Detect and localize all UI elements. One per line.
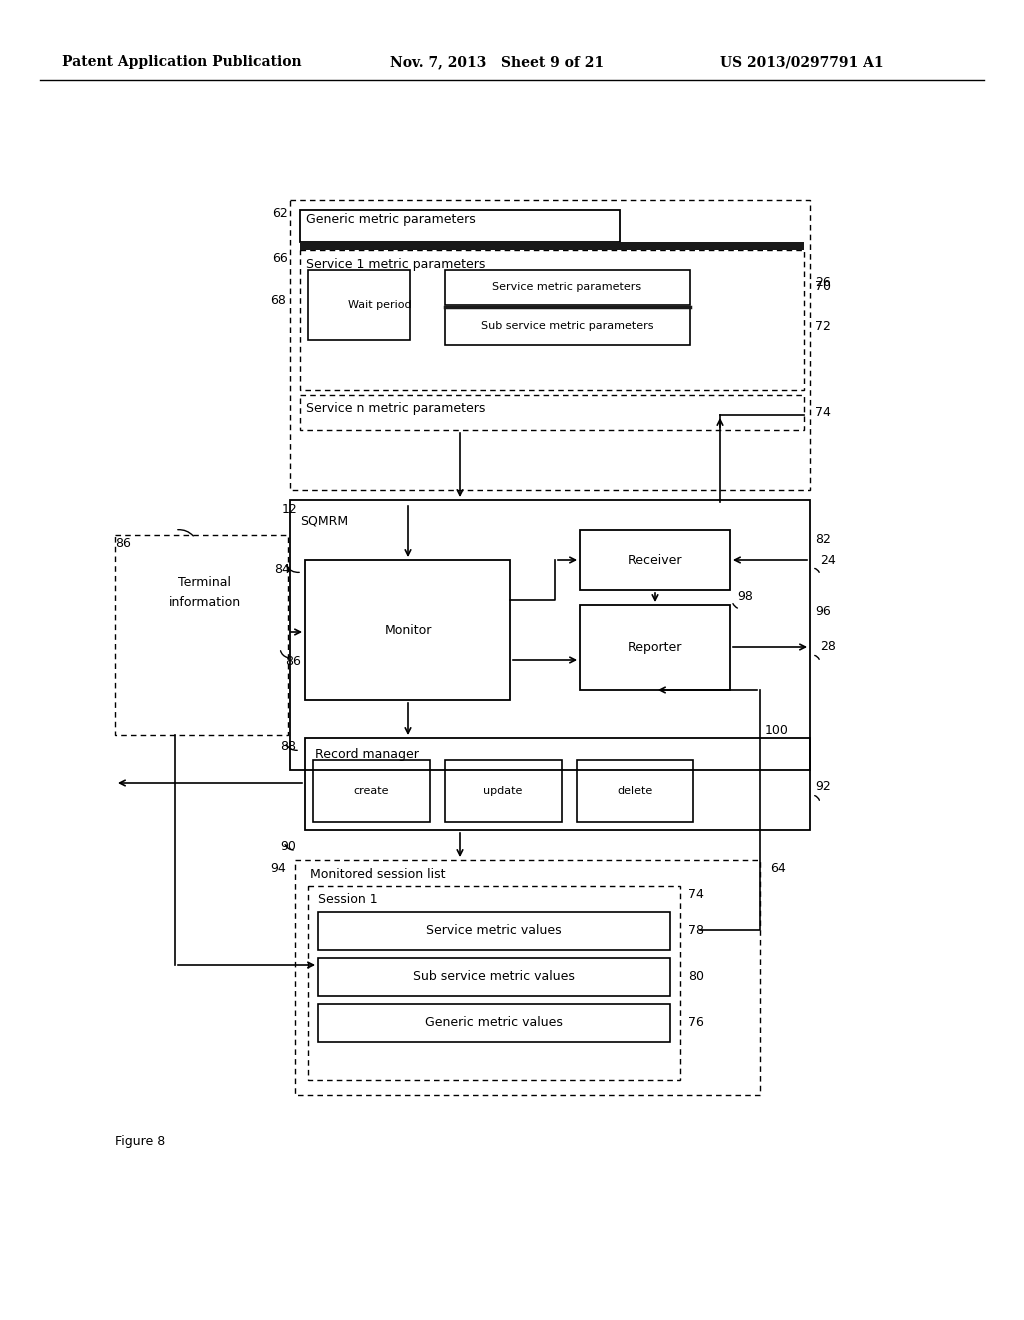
Text: 66: 66 — [272, 252, 288, 265]
Text: Terminal: Terminal — [178, 576, 231, 589]
Text: Patent Application Publication: Patent Application Publication — [62, 55, 302, 69]
Text: 70: 70 — [815, 281, 831, 293]
Text: information: information — [169, 595, 241, 609]
Text: US 2013/0297791 A1: US 2013/0297791 A1 — [720, 55, 884, 69]
Bar — [300, 210, 620, 242]
Text: 64: 64 — [770, 862, 785, 875]
Text: 74: 74 — [688, 888, 703, 902]
Text: 28: 28 — [820, 640, 836, 653]
Text: Service n metric parameters: Service n metric parameters — [306, 403, 485, 414]
Text: Generic metric parameters: Generic metric parameters — [306, 213, 476, 226]
Text: 62: 62 — [272, 207, 288, 220]
Bar — [300, 242, 804, 249]
Bar — [290, 500, 810, 770]
Text: create: create — [353, 785, 389, 796]
Text: Wait period: Wait period — [348, 300, 412, 310]
Bar — [313, 760, 430, 822]
Text: 82: 82 — [815, 533, 830, 546]
Text: Figure 8: Figure 8 — [115, 1135, 165, 1148]
Text: 86: 86 — [285, 655, 301, 668]
Bar — [445, 760, 562, 822]
Text: 92: 92 — [815, 780, 830, 793]
Text: Receiver: Receiver — [628, 553, 682, 566]
Text: 86: 86 — [115, 537, 131, 550]
Bar — [318, 1005, 670, 1041]
Text: 88: 88 — [280, 741, 296, 752]
Text: Reporter: Reporter — [628, 640, 682, 653]
Text: 76: 76 — [688, 1015, 703, 1028]
Text: 26: 26 — [815, 276, 830, 289]
Text: Service 1 metric parameters: Service 1 metric parameters — [306, 257, 485, 271]
Text: 68: 68 — [270, 293, 286, 306]
Text: Sub service metric parameters: Sub service metric parameters — [480, 321, 653, 331]
Text: 74: 74 — [815, 405, 830, 418]
Bar — [318, 958, 670, 997]
Text: 12: 12 — [282, 503, 298, 516]
Text: 24: 24 — [820, 553, 836, 566]
Text: Service metric values: Service metric values — [426, 924, 562, 937]
Bar — [577, 760, 693, 822]
Text: Session 1: Session 1 — [318, 894, 378, 906]
Text: 72: 72 — [815, 319, 830, 333]
Text: update: update — [483, 785, 522, 796]
Bar — [580, 605, 730, 690]
Text: Generic metric values: Generic metric values — [425, 1016, 563, 1030]
Bar — [308, 271, 410, 341]
Text: 98: 98 — [737, 590, 753, 603]
Text: Monitor: Monitor — [384, 623, 432, 636]
Text: 96: 96 — [815, 605, 830, 618]
Bar — [305, 738, 810, 830]
Bar — [318, 912, 670, 950]
Bar — [305, 560, 510, 700]
Text: 80: 80 — [688, 969, 705, 982]
Text: Sub service metric values: Sub service metric values — [413, 970, 574, 983]
Text: 84: 84 — [274, 564, 290, 576]
Text: 78: 78 — [688, 924, 705, 936]
Text: Record manager: Record manager — [315, 748, 419, 762]
Text: 100: 100 — [765, 723, 788, 737]
Text: Service metric parameters: Service metric parameters — [493, 282, 642, 292]
Text: SQMRM: SQMRM — [300, 515, 348, 528]
Bar — [580, 531, 730, 590]
Bar — [445, 271, 690, 305]
Bar — [445, 308, 690, 345]
Text: delete: delete — [617, 785, 652, 796]
Text: Monitored session list: Monitored session list — [310, 869, 445, 880]
Text: 94: 94 — [270, 862, 286, 875]
Text: 90: 90 — [280, 840, 296, 853]
Text: Nov. 7, 2013   Sheet 9 of 21: Nov. 7, 2013 Sheet 9 of 21 — [390, 55, 604, 69]
